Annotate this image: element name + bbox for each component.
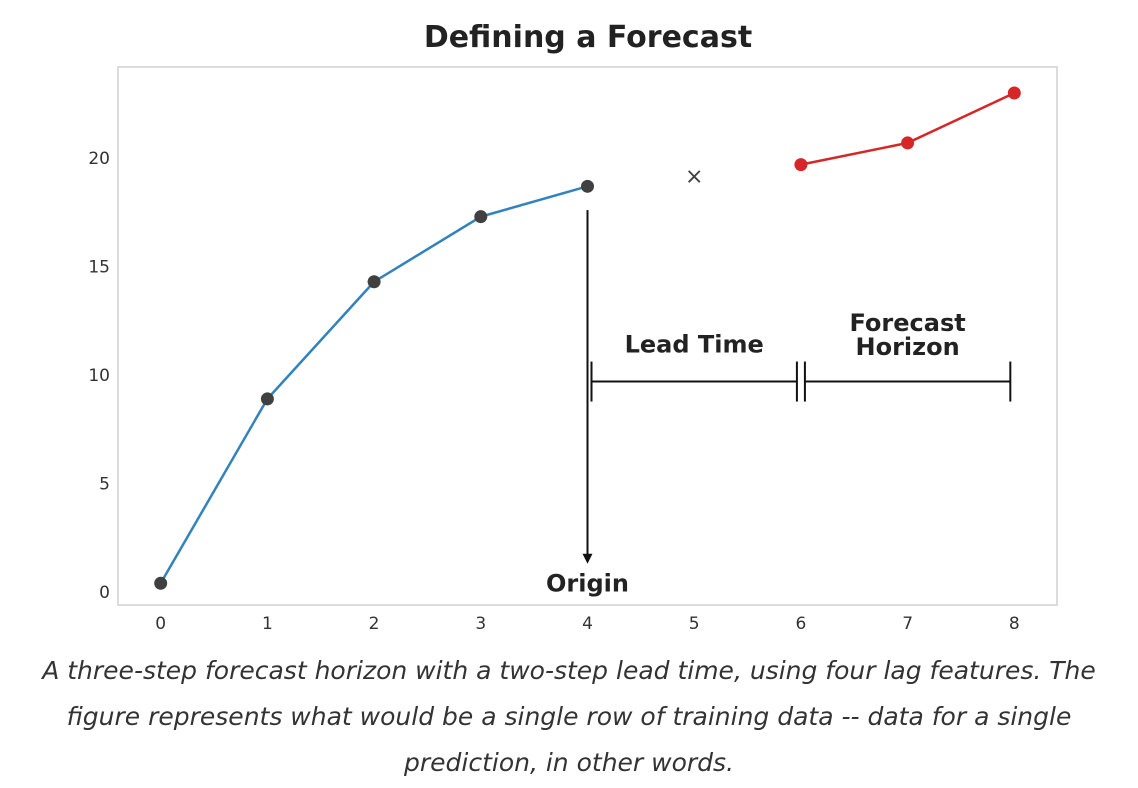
x-tick-label: 2 <box>369 614 380 634</box>
forecast-chart: Defining a Forecast 0 1 2 3 4 5 6 7 8 0 5 10 15 20 ×… <box>88 20 1058 634</box>
x-tick-label: 3 <box>475 614 486 634</box>
y-tick-label: 20 <box>88 149 110 169</box>
y-tick-label: 10 <box>88 366 110 386</box>
lead-time-label: Lead Time <box>625 331 764 359</box>
series-0-point <box>367 275 381 289</box>
x-axis-ticks: 0 1 2 3 4 5 6 7 8 <box>155 614 1019 634</box>
y-tick-label: 5 <box>99 475 110 495</box>
forecast-horizon-label: Horizon <box>856 333 960 361</box>
y-tick-label: 15 <box>88 258 110 278</box>
x-tick-label: 8 <box>1009 614 1020 634</box>
y-axis-ticks: 0 5 10 15 20 <box>88 149 110 603</box>
y-tick-label: 0 <box>99 583 110 603</box>
x-tick-label: 1 <box>262 614 273 634</box>
series-1-point <box>794 158 808 172</box>
series-line-0 <box>159 185 588 584</box>
series-line-1 <box>800 91 1015 166</box>
x-tick-label: 7 <box>902 614 913 634</box>
series-1-point <box>901 136 915 150</box>
origin-label: Origin <box>546 569 629 597</box>
series-0-point <box>154 576 168 590</box>
forecast-horizon-label: Forecast <box>850 309 966 337</box>
plot-area <box>117 66 1058 606</box>
excluded-point-marker: × <box>685 164 703 189</box>
x-tick-label: 0 <box>155 614 166 634</box>
series-0-point <box>474 210 488 224</box>
chart-title: Defining a Forecast <box>424 20 752 55</box>
series-0-point <box>581 179 594 193</box>
series-layer: × <box>154 86 1021 590</box>
origin-arrow-head <box>582 553 593 564</box>
series-1-point <box>1007 86 1021 100</box>
x-tick-label: 4 <box>582 614 593 634</box>
x-tick-label: 6 <box>795 614 806 634</box>
series-0-point <box>260 392 274 406</box>
figure-caption: A three-step forecast horizon with a two… <box>42 656 1096 777</box>
x-tick-label: 5 <box>689 614 700 634</box>
